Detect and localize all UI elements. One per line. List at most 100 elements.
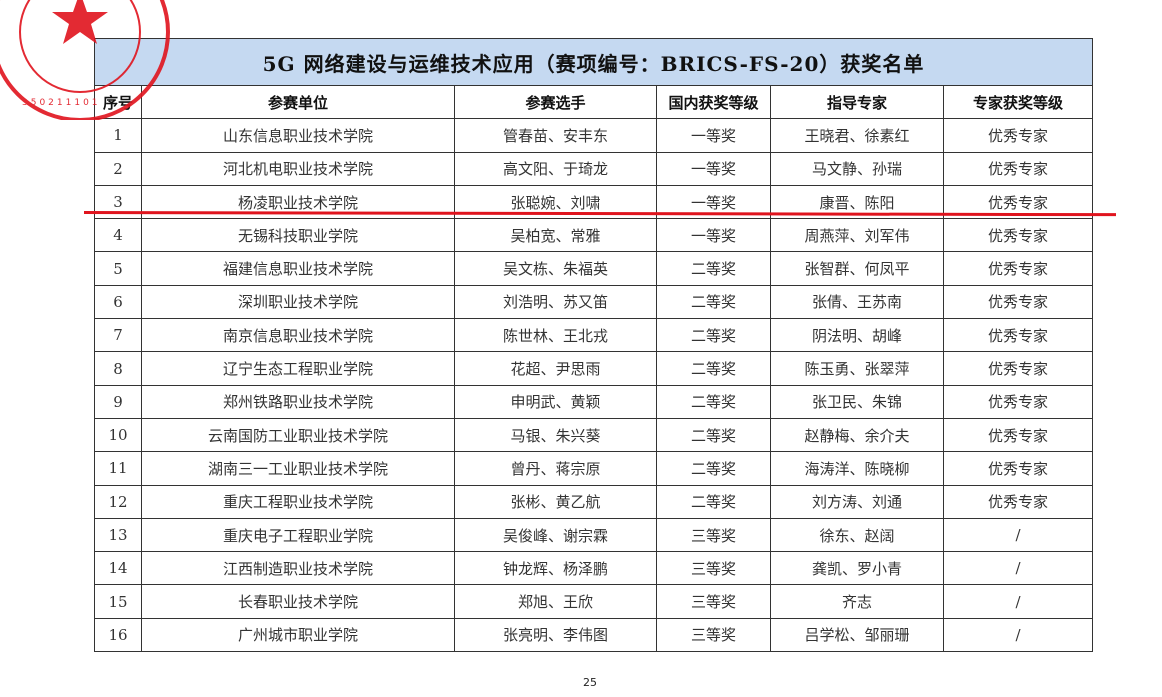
table-row: 16 广州城市职业学院 张亮明、李伟图 三等奖 吕学松、邹丽珊 / — [94, 617, 1094, 653]
page-number: 25 — [583, 676, 597, 689]
contestants-cell: 申明武、黄颖 — [454, 384, 657, 419]
contestants-cell: 曾丹、蒋宗原 — [454, 451, 657, 486]
institution-cell: 广州城市职业学院 — [141, 617, 455, 653]
rank-cell: 6 — [94, 284, 142, 320]
table-row: 8 辽宁生态工程职业学院 花超、尹思雨 二等奖 陈玉勇、张翠萍 优秀专家 — [94, 351, 1094, 386]
institution-cell: 山东信息职业技术学院 — [141, 118, 455, 153]
rank-cell: 2 — [94, 151, 142, 186]
column-header: 国内获奖等级 — [656, 84, 771, 120]
table-row: 12 重庆工程职业技术学院 张彬、黄乙航 二等奖 刘方涛、刘通 优秀专家 — [94, 484, 1094, 519]
contestants-cell: 吴文栋、朱福英 — [454, 251, 657, 286]
rank-cell: 14 — [94, 551, 142, 586]
award-table: 5G 网络建设与运维技术应用（赛项编号：BRICS-FS-20）获奖名单 序号参… — [93, 38, 1094, 653]
contestants-cell: 张彬、黄乙航 — [454, 484, 657, 519]
advisors-cell: 陈玉勇、张翠萍 — [770, 351, 944, 386]
contestants-cell: 陈世林、王北戎 — [454, 318, 657, 353]
table-row: 7 南京信息职业技术学院 陈世林、王北戎 二等奖 阴法明、胡峰 优秀专家 — [94, 318, 1094, 353]
rank-cell: 11 — [94, 451, 142, 486]
table-row: 11 湖南三一工业职业技术学院 曾丹、蒋宗原 二等奖 海涛洋、陈晓柳 优秀专家 — [94, 451, 1094, 486]
contestants-cell: 吴柏宽、常雅 — [454, 218, 657, 253]
institution-cell: 深圳职业技术学院 — [141, 284, 455, 320]
expert-award-cell: 优秀专家 — [942, 484, 1094, 519]
rank-cell: 12 — [94, 484, 142, 519]
institution-cell: 福建信息职业技术学院 — [141, 251, 455, 286]
advisors-cell: 马文静、孙瑞 — [770, 151, 944, 186]
institution-cell: 重庆电子工程职业学院 — [141, 517, 455, 553]
rank-cell: 16 — [94, 617, 142, 653]
rank-cell: 10 — [94, 417, 142, 453]
expert-award-cell: 优秀专家 — [942, 284, 1094, 320]
contestants-cell: 管春苗、安丰东 — [454, 118, 657, 153]
rank-cell: 13 — [94, 517, 142, 553]
advisors-cell: 龚凯、罗小青 — [770, 551, 944, 586]
contestants-cell: 张亮明、李伟图 — [454, 617, 657, 653]
advisors-cell: 张卫民、朱锦 — [770, 384, 944, 419]
expert-award-cell: 优秀专家 — [942, 151, 1094, 186]
table-row: 13 重庆电子工程职业学院 吴俊峰、谢宗霖 三等奖 徐东、赵阔 / — [94, 517, 1094, 553]
institution-cell: 郑州铁路职业技术学院 — [141, 384, 455, 419]
advisors-cell: 齐志 — [770, 584, 944, 619]
table-title: 5G 网络建设与运维技术应用（赛项编号：BRICS-FS-20）获奖名单 — [93, 38, 1094, 86]
advisors-cell: 王晓君、徐素红 — [770, 118, 944, 153]
expert-award-cell: 优秀专家 — [942, 351, 1094, 386]
table-row: 14 江西制造职业技术学院 钟龙辉、杨泽鹏 三等奖 龚凯、罗小青 / — [94, 551, 1094, 586]
expert-award-cell: 优秀专家 — [942, 451, 1094, 486]
contestants-cell: 郑旭、王欣 — [454, 584, 657, 619]
expert-award-cell: / — [942, 551, 1094, 586]
expert-award-cell: 优秀专家 — [942, 118, 1094, 153]
table-row: 9 郑州铁路职业技术学院 申明武、黄颖 二等奖 张卫民、朱锦 优秀专家 — [94, 384, 1094, 419]
domestic-award-cell: 三等奖 — [656, 517, 771, 553]
institution-cell: 南京信息职业技术学院 — [141, 318, 455, 353]
table-row: 1 山东信息职业技术学院 管春苗、安丰东 一等奖 王晓君、徐素红 优秀专家 — [94, 118, 1094, 153]
domestic-award-cell: 二等奖 — [656, 484, 771, 519]
institution-cell: 江西制造职业技术学院 — [141, 551, 455, 586]
domestic-award-cell: 二等奖 — [656, 417, 771, 453]
domestic-award-cell: 二等奖 — [656, 284, 771, 320]
domestic-award-cell: 二等奖 — [656, 318, 771, 353]
advisors-cell: 刘方涛、刘通 — [770, 484, 944, 519]
rank-cell: 15 — [94, 584, 142, 619]
table-row: 2 河北机电职业技术学院 高文阳、于琦龙 一等奖 马文静、孙瑞 优秀专家 — [94, 151, 1094, 186]
domestic-award-cell: 二等奖 — [656, 451, 771, 486]
institution-cell: 河北机电职业技术学院 — [141, 151, 455, 186]
rank-cell: 7 — [94, 318, 142, 353]
expert-award-cell: 优秀专家 — [942, 218, 1094, 253]
column-header: 序号 — [94, 84, 142, 120]
domestic-award-cell: 一等奖 — [656, 218, 771, 253]
expert-award-cell: / — [942, 617, 1094, 653]
table-row: 5 福建信息职业技术学院 吴文栋、朱福英 二等奖 张智群、何凤平 优秀专家 — [94, 251, 1094, 286]
column-header: 参赛单位 — [141, 84, 455, 120]
table-row: 6 深圳职业技术学院 刘浩明、苏又笛 二等奖 张倩、王苏南 优秀专家 — [94, 284, 1094, 320]
expert-award-cell: 优秀专家 — [942, 384, 1094, 419]
table-row: 4 无锡科技职业学院 吴柏宽、常雅 一等奖 周燕萍、刘军伟 优秀专家 — [94, 218, 1094, 253]
rank-cell: 5 — [94, 251, 142, 286]
institution-cell: 无锡科技职业学院 — [141, 218, 455, 253]
expert-award-cell: / — [942, 517, 1094, 553]
institution-cell: 湖南三一工业职业技术学院 — [141, 451, 455, 486]
expert-award-cell: 优秀专家 — [942, 318, 1094, 353]
expert-award-cell: / — [942, 584, 1094, 619]
column-header: 参赛选手 — [454, 84, 657, 120]
institution-cell: 辽宁生态工程职业学院 — [141, 351, 455, 386]
institution-cell: 长春职业技术学院 — [141, 584, 455, 619]
domestic-award-cell: 二等奖 — [656, 384, 771, 419]
advisors-cell: 徐东、赵阔 — [770, 517, 944, 553]
rank-cell: 4 — [94, 218, 142, 253]
advisors-cell: 海涛洋、陈晓柳 — [770, 451, 944, 486]
table-row: 15 长春职业技术学院 郑旭、王欣 三等奖 齐志 / — [94, 584, 1094, 619]
domestic-award-cell: 三等奖 — [656, 551, 771, 586]
institution-cell: 云南国防工业职业技术学院 — [141, 417, 455, 453]
domestic-award-cell: 三等奖 — [656, 584, 771, 619]
contestants-cell: 花超、尹思雨 — [454, 351, 657, 386]
advisors-cell: 赵静梅、余介夫 — [770, 417, 944, 453]
advisors-cell: 张倩、王苏南 — [770, 284, 944, 320]
advisors-cell: 阴法明、胡峰 — [770, 318, 944, 353]
table-body: 1 山东信息职业技术学院 管春苗、安丰东 一等奖 王晓君、徐素红 优秀专家 2 河北机电职业技… — [94, 118, 1094, 653]
domestic-award-cell: 三等奖 — [656, 617, 771, 653]
contestants-cell: 马银、朱兴葵 — [454, 417, 657, 453]
rank-cell: 9 — [94, 384, 142, 419]
expert-award-cell: 优秀专家 — [942, 251, 1094, 286]
advisors-cell: 张智群、何凤平 — [770, 251, 944, 286]
contestants-cell: 吴俊峰、谢宗霖 — [454, 517, 657, 553]
expert-award-cell: 优秀专家 — [942, 417, 1094, 453]
